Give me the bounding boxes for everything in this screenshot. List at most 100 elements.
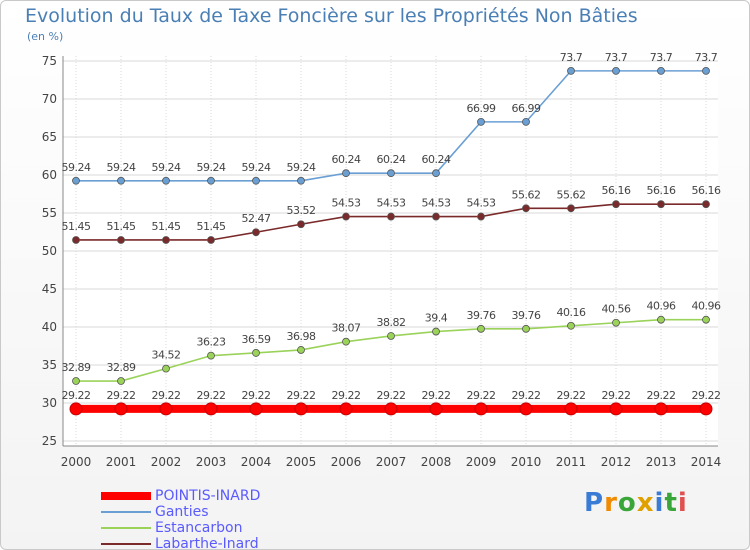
data-label: 54.53 bbox=[377, 197, 406, 210]
data-label: 32.89 bbox=[107, 361, 136, 374]
data-point bbox=[477, 212, 485, 221]
data-point bbox=[342, 337, 350, 346]
x-tick-label: 2007 bbox=[376, 455, 407, 469]
chart-unit-label: (en %) bbox=[27, 30, 64, 43]
data-point bbox=[207, 236, 215, 244]
data-label: 54.53 bbox=[422, 197, 451, 210]
data-label: 29.22 bbox=[197, 389, 226, 402]
data-label: 54.53 bbox=[467, 197, 496, 210]
logo-letter: r bbox=[604, 488, 618, 518]
data-label: 51.45 bbox=[197, 220, 226, 233]
y-tick-label: 65 bbox=[42, 130, 57, 144]
data-point bbox=[432, 169, 440, 178]
legend-label: Labarthe-Inard bbox=[155, 536, 259, 550]
data-point bbox=[342, 169, 350, 178]
data-point bbox=[339, 402, 353, 416]
data-point bbox=[297, 220, 305, 229]
data-label: 54.53 bbox=[332, 197, 361, 210]
data-point bbox=[252, 176, 260, 185]
data-point bbox=[612, 318, 620, 327]
logo-letter: o bbox=[617, 488, 637, 518]
data-point bbox=[117, 176, 125, 185]
data-label: 55.62 bbox=[557, 188, 586, 201]
data-point bbox=[207, 351, 215, 360]
x-tick-label: 2013 bbox=[646, 455, 677, 469]
data-point bbox=[162, 236, 170, 244]
data-label: 73.7 bbox=[560, 51, 583, 64]
data-label: 38.07 bbox=[332, 322, 361, 335]
data-label: 73.7 bbox=[605, 51, 628, 64]
data-point bbox=[294, 402, 308, 416]
data-label: 60.24 bbox=[422, 153, 451, 166]
data-point bbox=[657, 66, 665, 75]
legend-item: Labarthe-Inard bbox=[101, 536, 259, 550]
y-tick-label: 35 bbox=[42, 358, 57, 372]
legend-swatch bbox=[101, 527, 151, 529]
y-tick-label: 25 bbox=[42, 434, 57, 448]
data-label: 73.7 bbox=[650, 51, 673, 64]
x-tick-label: 2002 bbox=[151, 455, 182, 469]
data-point bbox=[297, 346, 305, 354]
data-label: 38.82 bbox=[377, 316, 406, 329]
data-label: 36.23 bbox=[197, 336, 226, 349]
data-point bbox=[159, 402, 173, 416]
data-point bbox=[702, 66, 710, 75]
x-tick-label: 2004 bbox=[241, 455, 272, 469]
data-point bbox=[702, 315, 710, 324]
x-tick-label: 2009 bbox=[466, 455, 497, 469]
data-point bbox=[207, 176, 215, 185]
y-tick-label: 55 bbox=[42, 206, 57, 220]
x-tick-label: 2008 bbox=[421, 455, 452, 469]
data-point bbox=[429, 402, 443, 416]
data-label: 66.99 bbox=[467, 102, 496, 115]
data-label: 29.22 bbox=[602, 389, 631, 402]
y-tick-label: 60 bbox=[42, 168, 57, 182]
x-tick-label: 2010 bbox=[511, 455, 542, 469]
data-label: 66.99 bbox=[512, 102, 541, 115]
data-point bbox=[657, 200, 665, 209]
data-label: 59.24 bbox=[152, 161, 181, 174]
data-point bbox=[522, 324, 530, 333]
x-tick-label: 2011 bbox=[556, 455, 587, 469]
legend-label: Ganties bbox=[155, 504, 209, 520]
data-point bbox=[474, 402, 488, 416]
data-point bbox=[297, 176, 305, 185]
x-tick-label: 2014 bbox=[691, 455, 722, 469]
data-point bbox=[567, 321, 575, 330]
data-point bbox=[204, 402, 218, 416]
x-tick-label: 2003 bbox=[196, 455, 227, 469]
data-point bbox=[477, 117, 485, 126]
data-label: 40.96 bbox=[647, 300, 676, 313]
data-label: 29.22 bbox=[287, 389, 316, 402]
data-label: 59.24 bbox=[107, 161, 136, 174]
data-point bbox=[612, 66, 620, 75]
data-point bbox=[72, 236, 80, 244]
logo-letter: t bbox=[664, 488, 678, 518]
y-tick-label: 50 bbox=[42, 244, 57, 258]
data-label: 59.24 bbox=[62, 161, 91, 174]
logo-letter: x bbox=[636, 488, 655, 518]
data-point bbox=[249, 402, 263, 416]
legend-swatch bbox=[101, 543, 151, 545]
x-tick-label: 2006 bbox=[331, 455, 362, 469]
data-point bbox=[342, 212, 350, 221]
data-point bbox=[252, 349, 260, 357]
data-point bbox=[387, 169, 395, 178]
data-label: 39.76 bbox=[467, 309, 496, 322]
data-point bbox=[432, 327, 440, 336]
data-label: 34.52 bbox=[152, 349, 181, 362]
legend-swatch bbox=[101, 492, 151, 500]
legend-item: POINTIS-INARD bbox=[101, 488, 260, 504]
data-label: 29.22 bbox=[647, 389, 676, 402]
data-label: 36.98 bbox=[287, 330, 316, 343]
x-tick-label: 2012 bbox=[601, 455, 632, 469]
legend-swatch bbox=[101, 511, 151, 513]
y-tick-label: 40 bbox=[42, 320, 57, 334]
logo-letter: i bbox=[654, 488, 665, 518]
data-label: 29.22 bbox=[422, 389, 451, 402]
data-label: 39.4 bbox=[425, 312, 448, 325]
y-tick-label: 45 bbox=[42, 282, 57, 296]
data-point bbox=[567, 66, 575, 75]
data-label: 29.22 bbox=[332, 389, 361, 402]
